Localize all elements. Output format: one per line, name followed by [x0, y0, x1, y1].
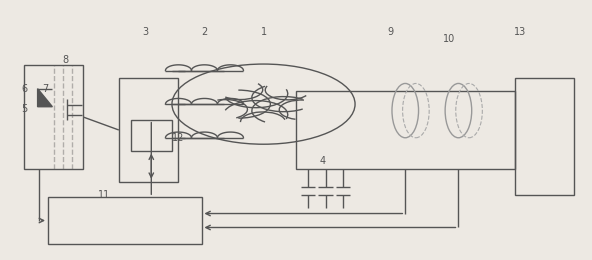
Text: 6: 6	[21, 84, 27, 94]
Text: 5: 5	[21, 104, 27, 114]
Polygon shape	[38, 89, 52, 107]
Text: 3: 3	[142, 27, 149, 37]
Text: 7: 7	[42, 84, 48, 94]
Text: 10: 10	[443, 35, 456, 44]
Bar	[296, 91, 514, 169]
Text: 1: 1	[260, 27, 266, 37]
Text: 11: 11	[98, 190, 110, 200]
Text: 4: 4	[320, 156, 326, 166]
Bar	[24, 65, 83, 169]
Text: 12: 12	[172, 133, 184, 143]
Bar	[48, 197, 201, 244]
Bar	[514, 78, 574, 195]
Text: 8: 8	[63, 55, 69, 65]
Text: 9: 9	[387, 27, 394, 37]
Bar	[119, 78, 178, 182]
Text: 13: 13	[514, 27, 526, 37]
Bar	[131, 120, 172, 151]
Text: 2: 2	[201, 27, 208, 37]
